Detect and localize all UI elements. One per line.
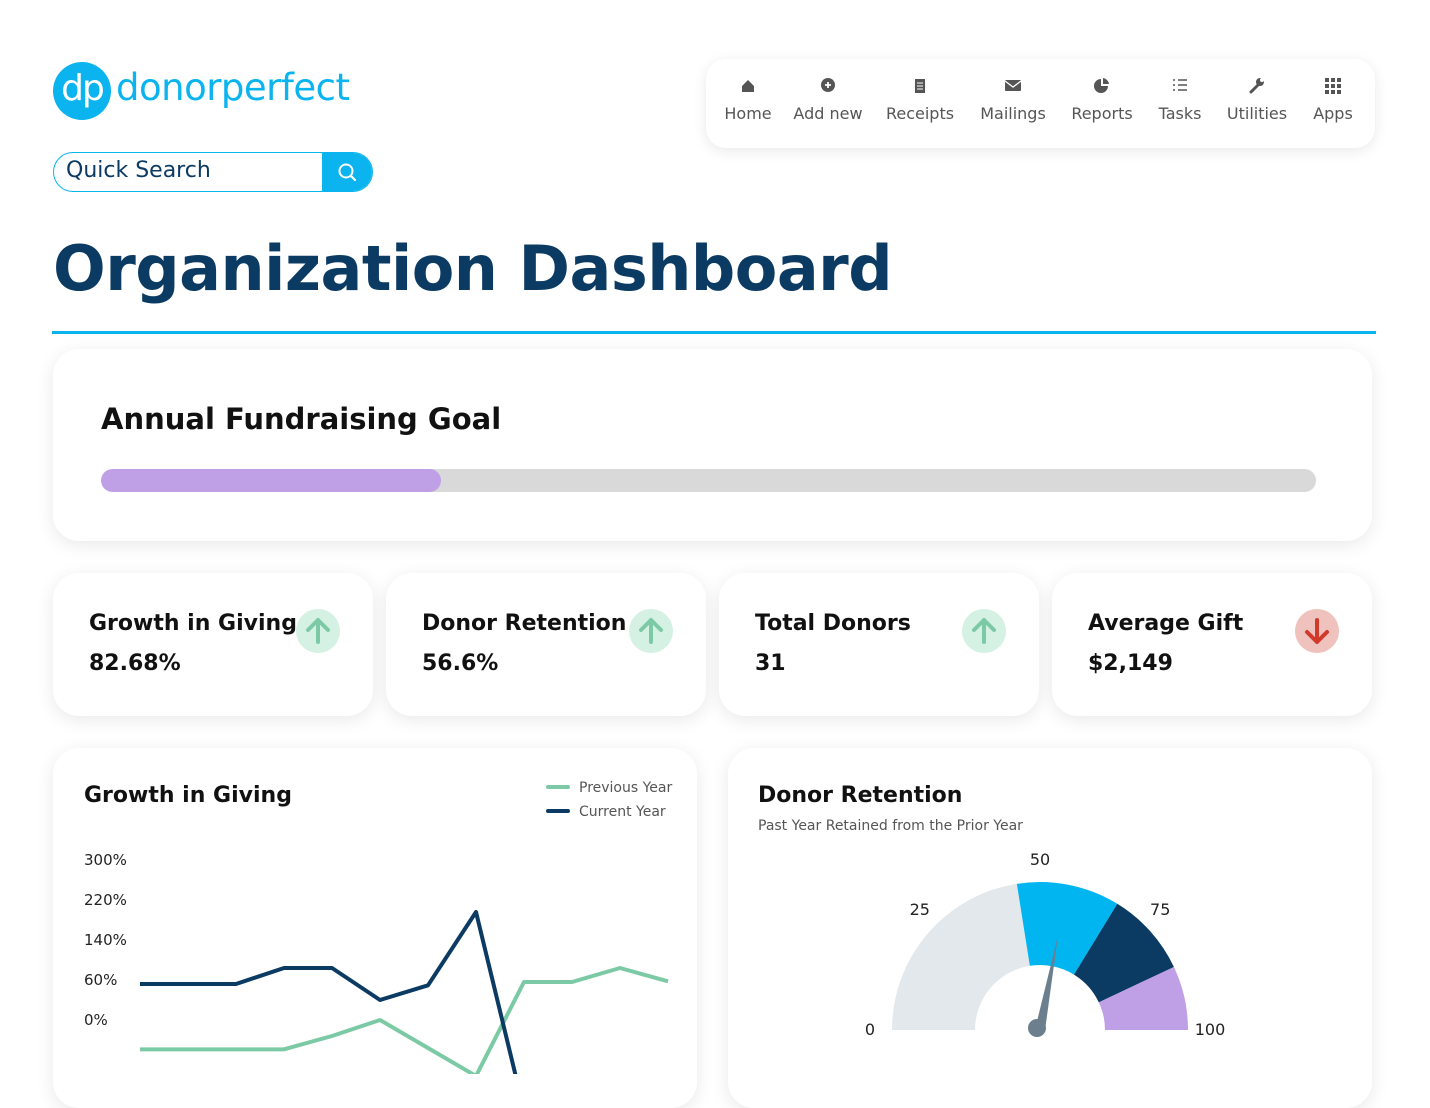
line-chart: 300% 220% 140% 60% 0% Previous Year Current Ye… [84, 780, 673, 1074]
nav-icon [742, 80, 754, 92]
gauge-band [1016, 882, 1118, 975]
logo-mark[interactable]: dp [53, 62, 111, 120]
gauge-band [892, 883, 1030, 1030]
gauge-tick-label: 50 [1030, 850, 1050, 869]
goal-title: Annual Fundraising Goal [101, 402, 502, 436]
gauge-title: Donor Retention [758, 783, 963, 808]
kpi-label: Total Donors [755, 611, 911, 636]
search-box[interactable]: Quick Search [53, 152, 373, 192]
kpi-value: 56.6% [422, 651, 499, 676]
chart-title: Growth in Giving [84, 783, 292, 808]
trend-arrow [296, 609, 340, 653]
progress-track [101, 469, 1316, 492]
search-icon [338, 163, 357, 182]
search-button[interactable] [322, 153, 372, 191]
kpi-card: Average Gift $2,149 [1052, 573, 1372, 716]
y-tick-label: 60% [84, 971, 117, 989]
nav-icon [1004, 80, 1022, 91]
gauge-tick-label: 0 [865, 1020, 875, 1039]
kpi-value: $2,149 [1088, 651, 1173, 676]
nav-label: Tasks [1158, 104, 1202, 123]
kpi-value: 82.68% [89, 651, 181, 676]
kpi-value: 31 [755, 651, 786, 676]
gauge-tick-label: 25 [910, 900, 930, 919]
nav-item[interactable]: Home [703, 59, 793, 148]
y-tick-label: 220% [84, 891, 127, 909]
page-title: Organization Dashboard [53, 232, 893, 305]
gauge-band [1098, 966, 1188, 1030]
search-placeholder: Quick Search [66, 158, 211, 183]
needle-hub [1028, 1019, 1046, 1037]
kpi-label: Growth in Giving [89, 611, 297, 636]
nav-icon [1094, 78, 1109, 93]
goal-card: Annual Fundraising Goal [53, 349, 1372, 541]
gauge-needle [1035, 935, 1058, 1031]
nav-icon [1173, 79, 1187, 91]
kpi-card: Donor Retention 56.6% [386, 573, 706, 716]
y-tick-label: 0% [84, 1011, 108, 1029]
gauge-tick-label: 100 [1195, 1020, 1226, 1039]
nav-label: Mailings [980, 104, 1046, 123]
y-tick-label: 140% [84, 931, 127, 949]
kpi-label: Average Gift [1088, 611, 1244, 636]
nav-label: Utilities [1226, 104, 1288, 123]
trend-arrow [962, 609, 1006, 653]
y-tick-label: 300% [84, 851, 127, 869]
nav-item[interactable]: Receipts [875, 59, 965, 148]
nav-item[interactable]: Reports [1057, 59, 1147, 148]
gauge-tick-label: 75 [1150, 900, 1170, 919]
nav-label: Apps [1313, 104, 1353, 123]
line-series [140, 966, 669, 1074]
line-series [140, 910, 518, 1074]
title-rule [52, 331, 1376, 334]
nav-item[interactable]: Apps [1288, 59, 1378, 148]
gauge-subtitle: Past Year Retained from the Prior Year [758, 818, 1023, 834]
nav-label: Add new [793, 104, 863, 123]
legend-label: Current Year [579, 804, 666, 820]
nav-icon [1249, 78, 1264, 94]
gauge-chart: 0 25 50 75 100 [865, 850, 1226, 1039]
trend-arrow [629, 609, 673, 653]
nav-label: Reports [1071, 104, 1133, 123]
nav-item[interactable]: Utilities [1212, 59, 1302, 148]
kpi-card: Growth in Giving 82.68% [53, 573, 373, 716]
nav-label: Home [724, 104, 772, 123]
nav-bar: Home Add new Receipts Mailings Reports Tasks U… [706, 59, 1375, 148]
nav-item[interactable]: Tasks [1135, 59, 1225, 148]
logo-text[interactable]: donorperfect [116, 66, 350, 109]
nav-icon [821, 78, 835, 92]
gauge-band [1073, 903, 1174, 1003]
nav-item[interactable]: Mailings [968, 59, 1058, 148]
nav-icon [1325, 78, 1341, 94]
nav-item[interactable]: Add new [783, 59, 873, 148]
kpi-card: Total Donors 31 [719, 573, 1039, 716]
legend-label: Previous Year [579, 780, 673, 796]
nav-label: Receipts [885, 104, 955, 123]
progress-fill [101, 469, 442, 492]
nav-icon [915, 79, 925, 93]
page: dp donorperfect Quick Search Home Add new… [52, 59, 1376, 1074]
kpi-label: Donor Retention [422, 611, 627, 636]
trend-arrow [1295, 609, 1339, 653]
